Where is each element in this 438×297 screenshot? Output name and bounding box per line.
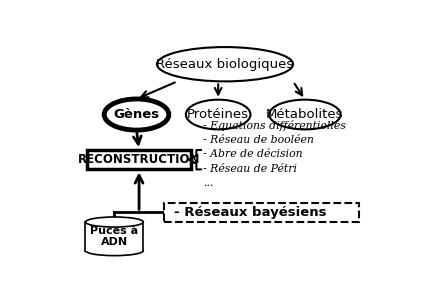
Ellipse shape — [157, 47, 293, 81]
Text: - Réseaux bayésiens: - Réseaux bayésiens — [173, 206, 326, 219]
Text: Réseaux biologiques: Réseaux biologiques — [156, 58, 293, 71]
Ellipse shape — [104, 99, 169, 130]
Text: Protéines: Protéines — [187, 108, 249, 121]
Ellipse shape — [185, 100, 250, 129]
FancyBboxPatch shape — [163, 203, 359, 222]
Bar — [85, 222, 143, 251]
Text: - Réseau de Pétri: - Réseau de Pétri — [202, 164, 296, 173]
Text: Puces à
ADN: Puces à ADN — [90, 225, 138, 247]
Text: - Réseau de booléen: - Réseau de booléen — [202, 135, 313, 145]
Text: - Equations différentielles: - Equations différentielles — [202, 121, 345, 132]
Text: - Abre de décision: - Abre de décision — [202, 149, 302, 159]
Text: RECONSTRUCTION: RECONSTRUCTION — [78, 153, 200, 166]
Text: ...: ... — [202, 178, 213, 188]
Text: Gènes: Gènes — [113, 108, 159, 121]
Text: Métabolites: Métabolites — [265, 108, 343, 121]
Bar — [87, 150, 191, 169]
Ellipse shape — [268, 100, 340, 129]
Ellipse shape — [85, 246, 143, 256]
Ellipse shape — [85, 217, 143, 227]
